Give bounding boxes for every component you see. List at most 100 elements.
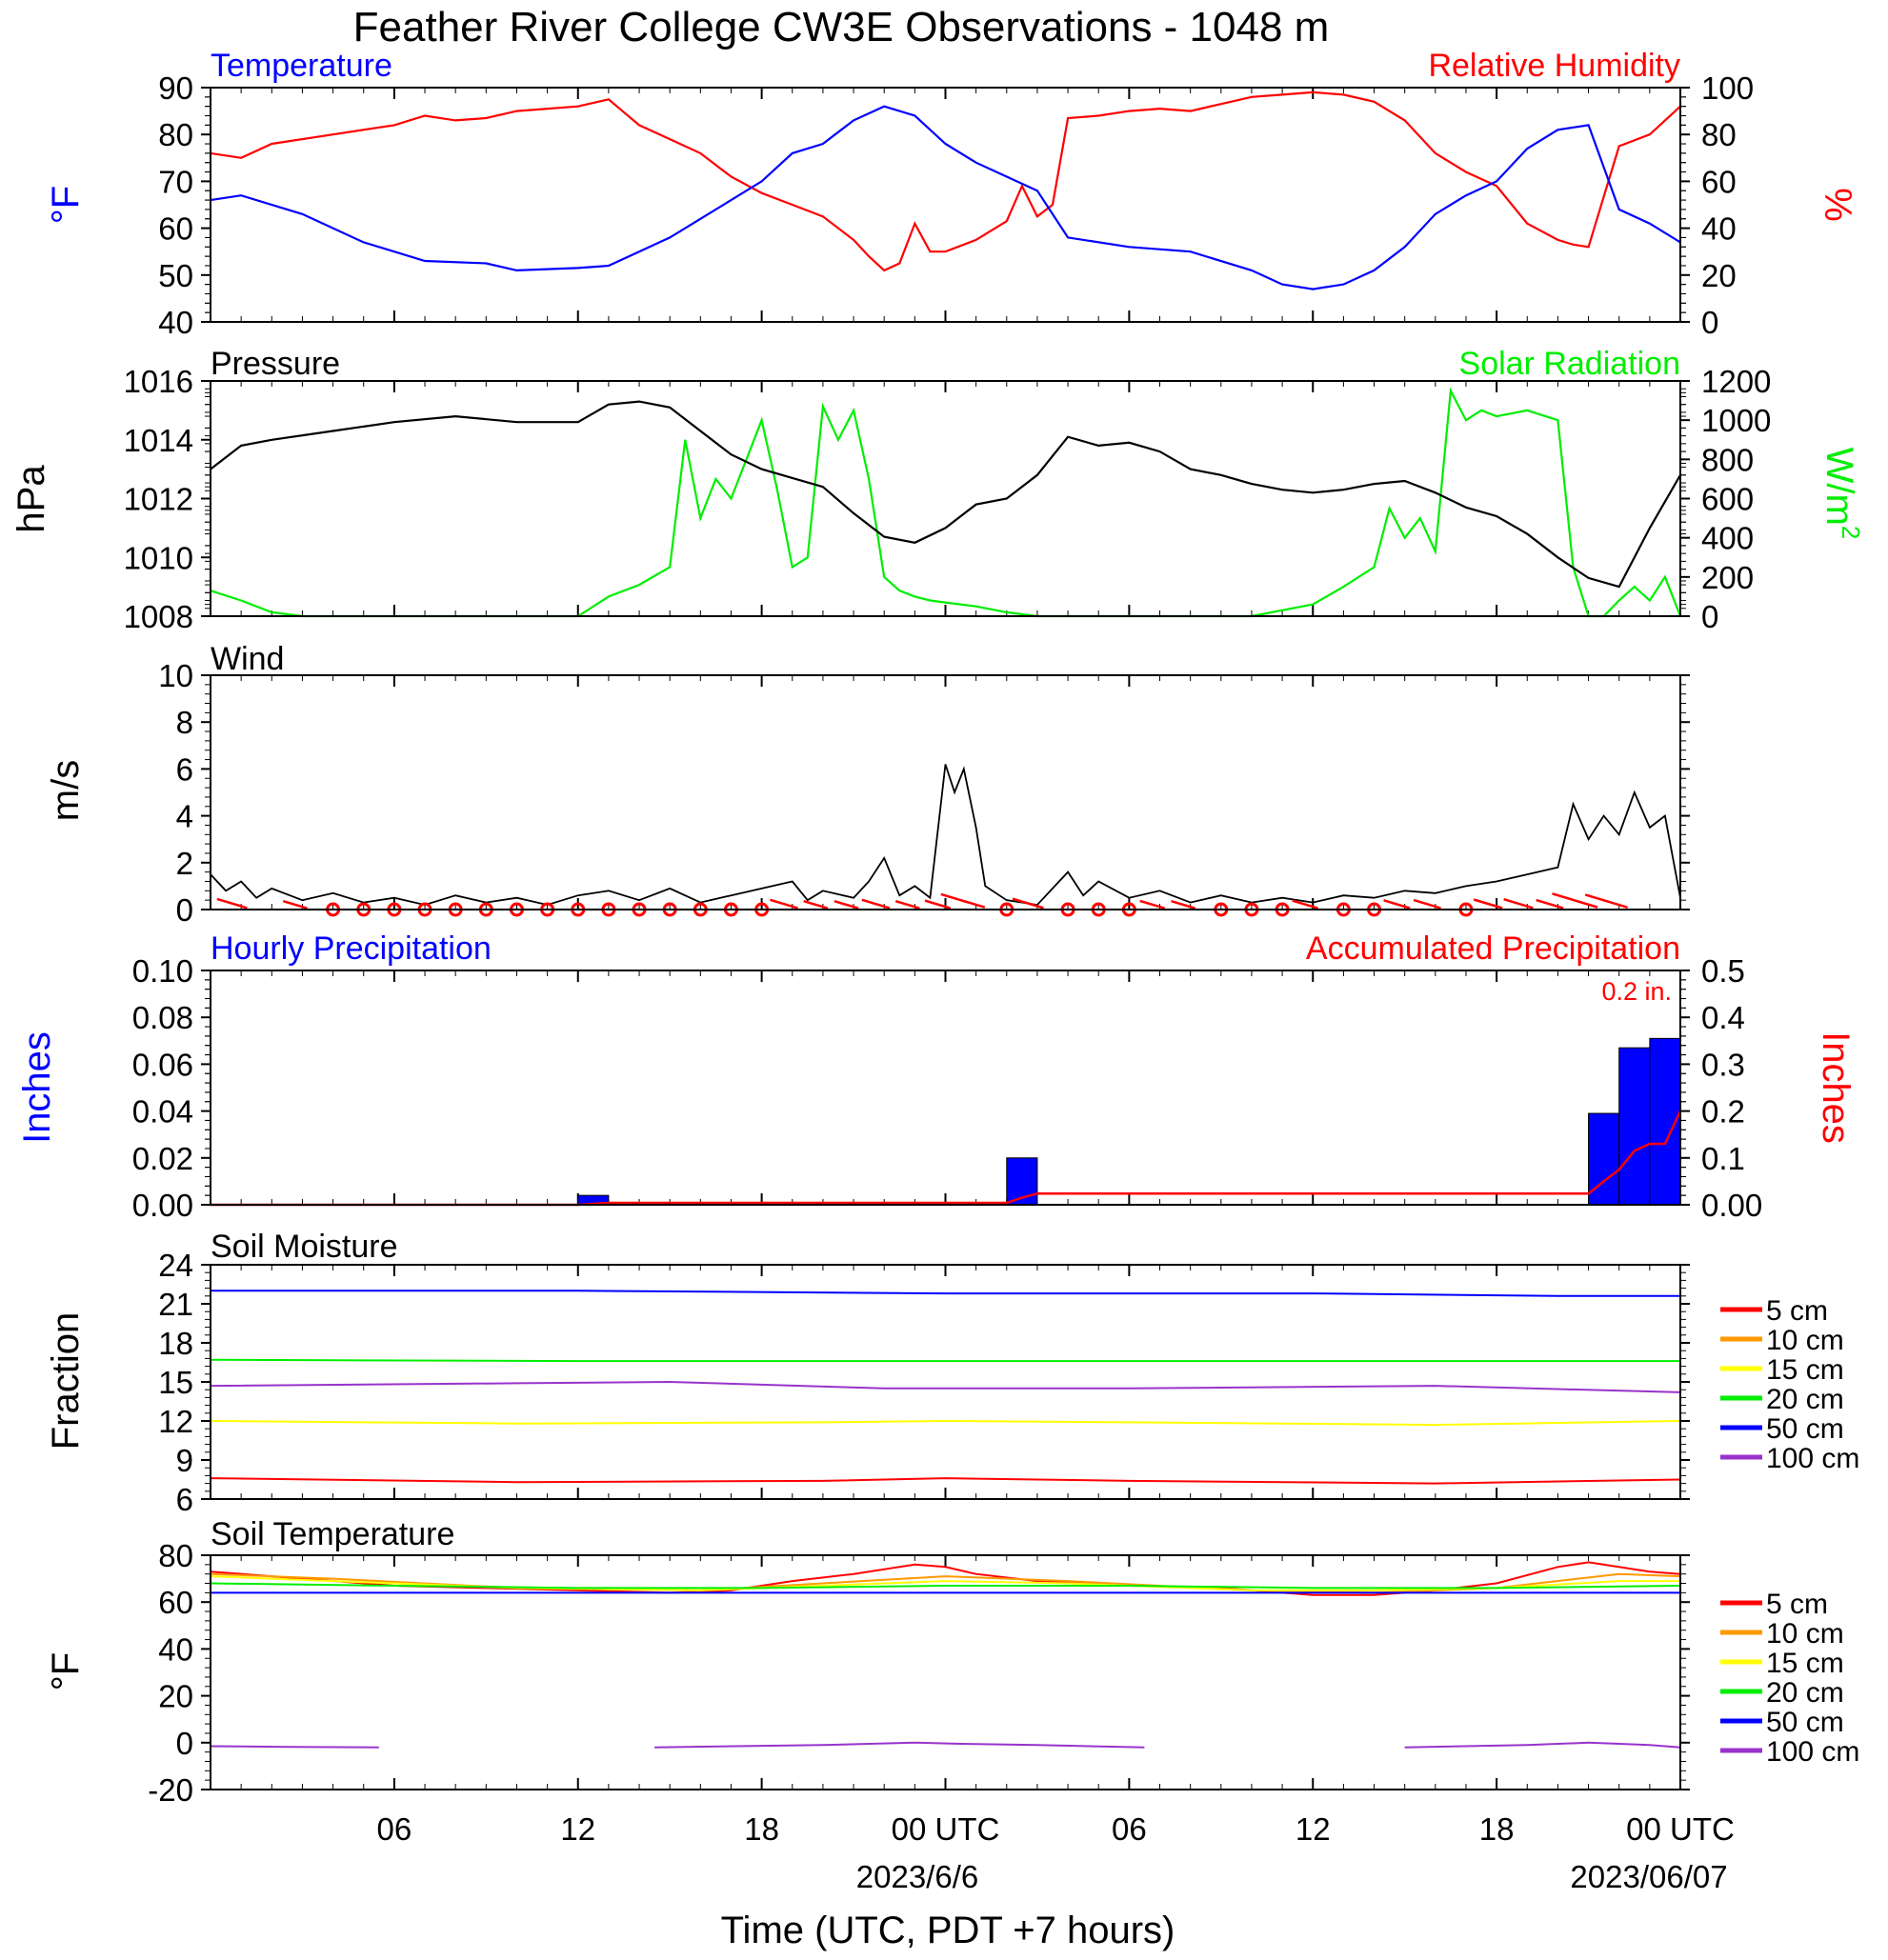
- y-tick-label: 0.00: [132, 1188, 193, 1223]
- y-tick-label-right: 600: [1701, 482, 1754, 517]
- y-tick-label-right: 200: [1701, 560, 1754, 595]
- y-tick-label: 0: [176, 1726, 193, 1761]
- series-pressure-line: [210, 400, 1681, 589]
- y-tick-label-right: 1200: [1701, 364, 1771, 399]
- y-tick-label: 18: [158, 1326, 193, 1361]
- legend-label: 5 cm: [1766, 1589, 1828, 1620]
- wind-barb: [282, 899, 308, 910]
- y-tick-label: 1008: [124, 599, 193, 634]
- y-tick-label: 0.06: [132, 1047, 193, 1082]
- plot-frame: [210, 380, 1681, 617]
- series-soil-temperature-100cm: [210, 1745, 379, 1749]
- y-tick-label-right: 800: [1701, 442, 1754, 477]
- y-tick-label: 10: [158, 658, 193, 693]
- y-tick-label: 60: [158, 1585, 193, 1620]
- ylabel-wind: m/s: [45, 760, 87, 821]
- y-tick-label: 80: [158, 1538, 193, 1573]
- y-tick-label-right: 1000: [1701, 403, 1771, 438]
- x-tick-label: 06: [377, 1811, 412, 1847]
- y-tick-label-right: 60: [1701, 164, 1737, 199]
- wind-barb: [1584, 893, 1628, 909]
- plot-frame: [210, 1554, 1681, 1790]
- series-soil-moisture-15cm: [210, 1419, 1681, 1427]
- ylabel-temperature: °F: [45, 186, 87, 224]
- x-tick-label: 12: [560, 1811, 595, 1847]
- wind-barb: [861, 898, 891, 910]
- ylabel-relative-humidity: %: [1817, 188, 1858, 222]
- panel-title-solar-radiation: Solar Radiation: [1459, 346, 1680, 382]
- y-tick-label: 0: [176, 892, 193, 928]
- ylabel-soil-temperature: °F: [45, 1652, 87, 1690]
- ylabel-accumulated-precipitation: Inches: [1815, 1031, 1857, 1144]
- plot-frame: [210, 970, 1681, 1206]
- x-axis-title: Time (UTC, PDT +7 hours): [721, 1910, 1175, 1951]
- series-soil-temperature-100cm: [1404, 1741, 1681, 1749]
- plot-frame: [210, 674, 1681, 910]
- legend-label: 10 cm: [1766, 1325, 1844, 1356]
- wind-barb: [1139, 899, 1166, 910]
- x-axis-date-2: 2023/06/07: [1570, 1859, 1727, 1894]
- series-soil-temperature-20cm: [210, 1582, 1681, 1590]
- y-tick-label-right: 0.00: [1701, 1188, 1762, 1223]
- y-tick-label: 80: [158, 117, 193, 152]
- y-tick-label: 8: [176, 705, 193, 740]
- panel-temperature-humidity: Temperature Relative Humidity °F % 40 50 6…: [45, 48, 1858, 340]
- series-soil-moisture-20cm: [210, 1358, 1680, 1363]
- series-relative-humidity-line: [210, 90, 1681, 272]
- series-wind-line: [210, 764, 1681, 907]
- y-tick-label: 0.04: [132, 1094, 193, 1130]
- panel-title-wind: Wind: [211, 641, 284, 677]
- y-tick-label-right: 0.4: [1701, 1000, 1745, 1035]
- legend-label: 20 cm: [1766, 1384, 1844, 1415]
- y-tick-label-right: 80: [1701, 117, 1737, 152]
- legend-label: 50 cm: [1766, 1707, 1844, 1738]
- y-tick-label: -20: [148, 1772, 193, 1808]
- x-tick-label: 12: [1295, 1811, 1331, 1847]
- y-tick-label: 21: [158, 1287, 193, 1322]
- ylabel-pressure: hPa: [10, 465, 52, 533]
- x-axis-date-1: 2023/6/6: [856, 1859, 978, 1894]
- y-tick-label-right: 0: [1701, 305, 1718, 340]
- y-tick-label: 1016: [124, 364, 193, 399]
- panel-title-hourly-precipitation: Hourly Precipitation: [211, 930, 492, 967]
- wind-barb: [1536, 898, 1564, 910]
- legend-label: 20 cm: [1766, 1677, 1844, 1709]
- panel-pressure-solar: Pressure Solar Radiation hPa W/m2 1008 10…: [10, 346, 1865, 634]
- wind-barb: [1171, 899, 1196, 910]
- wind-barb: [216, 897, 248, 910]
- y-tick-label: 0.10: [132, 953, 193, 989]
- y-tick-label-right: 0.1: [1701, 1141, 1745, 1176]
- series-soil-moisture-100cm: [210, 1380, 1681, 1393]
- bar-hourly-precipitation: [1618, 1047, 1651, 1206]
- y-tick-label: 50: [158, 258, 193, 293]
- y-tick-label: 0.08: [132, 1000, 193, 1035]
- panel-title-accumulated-precipitation: Accumulated Precipitation: [1306, 930, 1680, 967]
- y-tick-label: 12: [158, 1404, 193, 1439]
- panel-precipitation: Hourly Precipitation Accumulated Precipi…: [16, 930, 1857, 1223]
- y-tick-label: 60: [158, 211, 193, 247]
- panel-title-temperature: Temperature: [211, 48, 392, 84]
- panel-soil-temperature: Soil Temperature °F -20 0 20 40 60 80 5 cm10 …: [45, 1516, 1859, 1808]
- y-tick-label: 2: [176, 846, 193, 881]
- wind-barb: [1473, 898, 1503, 910]
- x-tick-label: 00 UTC: [1626, 1811, 1735, 1847]
- y-tick-label-right: 100: [1701, 70, 1754, 106]
- y-tick-label: 4: [176, 799, 193, 834]
- ylabel-solar-radiation: W/m2: [1818, 448, 1865, 540]
- x-tick-label: 18: [1479, 1811, 1515, 1847]
- series-accumulated-precipitation-line: [211, 1110, 1682, 1207]
- series-temperature-line: [210, 105, 1681, 290]
- x-tick-label: 06: [1112, 1811, 1147, 1847]
- legend-label: 50 cm: [1766, 1413, 1844, 1445]
- y-tick-label: 90: [158, 70, 193, 106]
- y-tick-label: 1014: [124, 423, 193, 458]
- panel-title-soil-temperature: Soil Temperature: [211, 1516, 454, 1552]
- series-soil-moisture-5cm: [210, 1477, 1681, 1485]
- y-tick-label-right: 0.3: [1701, 1047, 1745, 1082]
- panel-wind: Wind m/s 0 2 4 6 8 10: [45, 641, 1690, 928]
- legend-label: 5 cm: [1766, 1295, 1828, 1327]
- wind-barb: [924, 899, 952, 910]
- wind-barb: [1383, 899, 1411, 910]
